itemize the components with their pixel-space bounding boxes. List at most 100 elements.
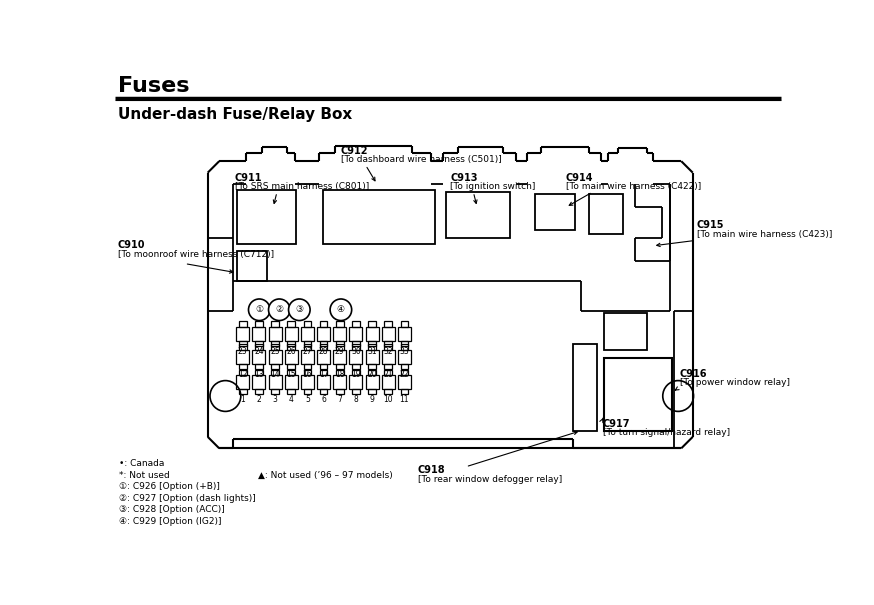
Text: 7: 7	[337, 395, 343, 404]
Bar	[336, 344, 343, 350]
Bar	[352, 364, 360, 369]
Text: 12: 12	[238, 370, 247, 379]
Bar	[385, 341, 392, 346]
Text: ①: ①	[255, 306, 263, 314]
Bar	[573, 344, 597, 431]
Bar	[368, 389, 376, 394]
Circle shape	[248, 299, 270, 321]
Text: 30: 30	[351, 347, 361, 356]
Bar	[303, 321, 311, 327]
Bar	[336, 341, 343, 346]
Bar	[368, 364, 376, 369]
Bar	[255, 344, 263, 350]
Bar	[236, 327, 249, 341]
Text: C916: C916	[680, 369, 707, 379]
Bar	[268, 350, 281, 364]
Bar	[239, 341, 246, 346]
Text: 8: 8	[354, 395, 358, 404]
Text: [To main wire harness (C423)]: [To main wire harness (C423)]	[697, 230, 832, 239]
Text: Under-dash Fuse/Relay Box: Under-dash Fuse/Relay Box	[118, 107, 352, 122]
Bar	[336, 389, 343, 394]
Bar	[368, 370, 376, 375]
Bar	[336, 364, 343, 369]
Bar	[271, 341, 279, 346]
Text: 31: 31	[367, 347, 377, 356]
Bar	[301, 350, 314, 364]
Bar	[400, 344, 408, 350]
Text: 1: 1	[240, 395, 245, 404]
Bar	[385, 321, 392, 327]
Bar	[255, 370, 263, 375]
Bar	[288, 364, 295, 369]
Bar	[271, 370, 279, 375]
Text: 16: 16	[302, 370, 312, 379]
Bar	[352, 344, 360, 350]
Bar	[301, 375, 314, 389]
Text: ②: C927 [Option (dash lights)]: ②: C927 [Option (dash lights)]	[119, 494, 256, 503]
Bar	[604, 358, 672, 431]
Bar	[336, 370, 343, 375]
Bar	[365, 350, 378, 364]
Bar	[400, 341, 408, 346]
Bar	[604, 313, 647, 350]
Bar	[253, 375, 266, 389]
Bar	[253, 327, 266, 341]
Circle shape	[330, 299, 351, 321]
Text: [To main wire harness (C422)]: [To main wire harness (C422)]	[565, 182, 701, 191]
Text: [To ignition switch]: [To ignition switch]	[450, 182, 536, 191]
Text: ③: C928 [Option (ACC)]: ③: C928 [Option (ACC)]	[119, 505, 225, 514]
Text: ③: ③	[295, 306, 303, 314]
Text: Fuses: Fuses	[118, 76, 189, 96]
Text: [To rear window defogger relay]: [To rear window defogger relay]	[418, 474, 562, 483]
Bar	[447, 192, 510, 238]
Bar	[535, 194, 575, 231]
Text: C914: C914	[565, 172, 593, 183]
Text: [To moonroof wire harness (C712)]: [To moonroof wire harness (C712)]	[118, 250, 274, 259]
Bar	[400, 364, 408, 369]
Text: 26: 26	[287, 347, 296, 356]
Text: ②: ②	[275, 306, 283, 314]
Circle shape	[268, 299, 290, 321]
Bar	[398, 350, 411, 364]
Bar	[352, 321, 360, 327]
Text: 28: 28	[319, 347, 329, 356]
Bar	[365, 375, 378, 389]
Text: 21: 21	[384, 370, 393, 379]
Bar	[255, 341, 263, 346]
Bar	[236, 350, 249, 364]
Bar	[350, 327, 363, 341]
Text: 29: 29	[335, 347, 344, 356]
Bar	[400, 321, 408, 327]
Bar	[288, 370, 295, 375]
Text: C911: C911	[234, 172, 262, 183]
Text: *: Not used: *: Not used	[119, 471, 170, 480]
Bar	[239, 321, 246, 327]
Text: 24: 24	[254, 347, 264, 356]
Bar	[350, 350, 363, 364]
Bar	[382, 350, 395, 364]
Text: 19: 19	[351, 370, 361, 379]
Bar	[385, 364, 392, 369]
Bar	[589, 194, 623, 234]
Text: 32: 32	[384, 347, 393, 356]
Bar	[385, 370, 392, 375]
Bar	[288, 344, 295, 350]
Bar	[239, 344, 246, 350]
Bar	[320, 344, 328, 350]
Bar	[303, 344, 311, 350]
Bar	[320, 321, 328, 327]
Bar	[317, 327, 330, 341]
Bar	[336, 321, 343, 327]
Bar	[400, 370, 408, 375]
Bar	[285, 375, 298, 389]
Bar	[398, 375, 411, 389]
Bar	[400, 389, 408, 394]
Text: C910: C910	[118, 240, 145, 250]
Bar	[320, 370, 328, 375]
Circle shape	[288, 299, 310, 321]
Text: C918: C918	[418, 465, 446, 476]
Bar	[368, 344, 376, 350]
Bar	[382, 327, 395, 341]
Bar	[255, 321, 263, 327]
Bar	[385, 389, 392, 394]
